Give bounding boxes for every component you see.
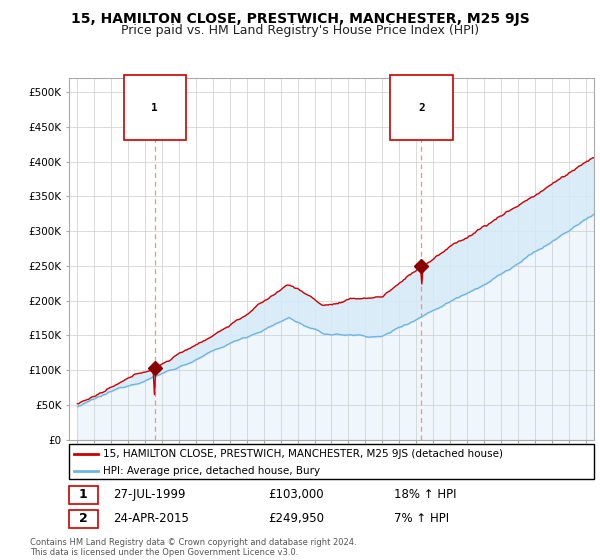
Text: 2: 2 (418, 102, 425, 113)
FancyBboxPatch shape (69, 486, 98, 504)
FancyBboxPatch shape (69, 510, 98, 528)
Text: Contains HM Land Registry data © Crown copyright and database right 2024.
This d: Contains HM Land Registry data © Crown c… (30, 538, 356, 557)
Text: 18% ↑ HPI: 18% ↑ HPI (395, 488, 457, 501)
Text: 15, HAMILTON CLOSE, PRESTWICH, MANCHESTER, M25 9JS: 15, HAMILTON CLOSE, PRESTWICH, MANCHESTE… (71, 12, 529, 26)
Text: Price paid vs. HM Land Registry's House Price Index (HPI): Price paid vs. HM Land Registry's House … (121, 24, 479, 36)
Text: £103,000: £103,000 (269, 488, 324, 501)
FancyBboxPatch shape (69, 444, 594, 479)
Text: 24-APR-2015: 24-APR-2015 (113, 512, 190, 525)
Text: 15, HAMILTON CLOSE, PRESTWICH, MANCHESTER, M25 9JS (detached house): 15, HAMILTON CLOSE, PRESTWICH, MANCHESTE… (103, 449, 503, 459)
Text: 2: 2 (79, 512, 88, 525)
Text: £249,950: £249,950 (269, 512, 325, 525)
Text: 1: 1 (79, 488, 88, 501)
Text: HPI: Average price, detached house, Bury: HPI: Average price, detached house, Bury (103, 466, 320, 476)
Text: 7% ↑ HPI: 7% ↑ HPI (395, 512, 449, 525)
Text: 1: 1 (151, 102, 158, 113)
Text: 27-JUL-1999: 27-JUL-1999 (113, 488, 186, 501)
